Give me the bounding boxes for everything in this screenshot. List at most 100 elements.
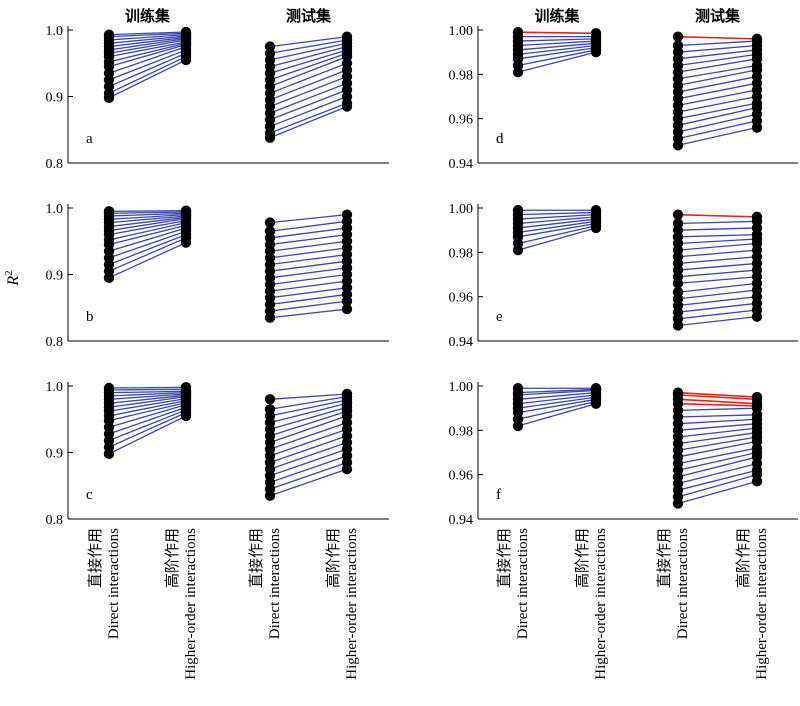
paired-line xyxy=(677,391,758,398)
paired-line xyxy=(677,106,758,126)
test-series xyxy=(672,209,763,331)
paired-line xyxy=(269,393,348,400)
paired-line xyxy=(677,256,758,265)
y-tick-label: 0.9 xyxy=(46,91,64,106)
paired-line xyxy=(677,242,758,251)
paired-line xyxy=(677,315,758,327)
paired-line xyxy=(677,431,758,445)
category-label-en: Higher-order interactions xyxy=(754,528,770,680)
category-label: 直接作用 Direct interactions xyxy=(248,528,283,639)
paired-line xyxy=(517,38,597,42)
paired-line xyxy=(108,241,187,279)
paired-line xyxy=(108,42,187,63)
paired-line xyxy=(517,227,597,251)
paired-line xyxy=(517,388,597,394)
category-label-cn: 高阶作用 xyxy=(325,528,342,588)
paired-line xyxy=(517,31,597,35)
point-direct xyxy=(672,387,684,398)
paired-line xyxy=(269,287,348,299)
paired-line xyxy=(269,75,348,108)
paired-line xyxy=(108,217,187,232)
test-series xyxy=(672,31,763,151)
point-direct xyxy=(672,287,684,298)
train-series xyxy=(512,27,602,78)
y-tick-label: 0.98 xyxy=(449,246,474,261)
paired-line xyxy=(108,44,187,68)
train-series xyxy=(103,205,192,284)
paired-line xyxy=(677,213,758,218)
paired-line xyxy=(108,401,187,422)
point-direct xyxy=(672,209,684,220)
train-series xyxy=(512,383,602,432)
paired-line xyxy=(677,451,758,471)
category-label-cn: 高阶作用 xyxy=(735,528,752,588)
paired-line xyxy=(517,211,597,216)
paired-line xyxy=(269,448,348,477)
paired-line xyxy=(108,230,187,259)
paired-line xyxy=(517,214,597,220)
paired-line xyxy=(269,240,348,252)
y-tick-label: 0.8 xyxy=(46,157,64,172)
point-direct xyxy=(264,41,276,52)
paired-line xyxy=(269,102,348,134)
panel-label: a xyxy=(86,131,93,147)
paired-line xyxy=(269,273,348,286)
paired-line xyxy=(108,388,187,391)
paired-line xyxy=(269,468,348,497)
category-label-en: Direct interactions xyxy=(515,528,531,639)
point-higher xyxy=(590,28,602,39)
paired-line xyxy=(269,395,348,410)
paired-line xyxy=(108,214,187,220)
paired-line xyxy=(269,441,348,470)
point-direct xyxy=(103,206,115,217)
paired-line xyxy=(517,394,597,405)
test-series xyxy=(264,31,353,143)
paired-line xyxy=(108,406,187,435)
header-test: 测试集 xyxy=(695,7,741,25)
panel-b: 0.8 0.9 1.0 b xyxy=(46,202,389,350)
paired-line xyxy=(108,210,187,212)
category-label-cn: 直接作用 xyxy=(87,528,104,588)
category-label-cn: 直接作用 xyxy=(248,528,265,588)
paired-line xyxy=(108,59,187,99)
panel-label: c xyxy=(86,487,93,503)
paired-line xyxy=(517,225,597,245)
paired-line xyxy=(108,41,187,58)
y-tick-label: 0.98 xyxy=(449,424,474,439)
column-headers: 训练集 测试集 xyxy=(125,7,332,25)
paired-line xyxy=(108,52,187,88)
paired-line xyxy=(677,407,758,412)
y-tick-label: 0.96 xyxy=(449,291,474,306)
paired-line xyxy=(269,406,348,430)
paired-line xyxy=(269,293,348,306)
paired-line xyxy=(269,247,348,259)
point-higher xyxy=(180,382,192,393)
paired-line xyxy=(677,44,758,53)
paired-line xyxy=(108,211,187,214)
paired-line xyxy=(517,396,597,409)
paired-line xyxy=(108,219,187,236)
paired-line xyxy=(269,82,348,114)
paired-line xyxy=(108,390,187,394)
paired-line xyxy=(517,403,597,427)
paired-line xyxy=(108,409,187,442)
paired-line xyxy=(269,36,348,48)
paired-line xyxy=(269,69,348,101)
paired-line xyxy=(108,32,187,38)
test-series xyxy=(264,388,353,501)
y-tick-label: 0.8 xyxy=(46,335,64,350)
y-tick-label: 0.9 xyxy=(46,447,64,462)
paired-line xyxy=(677,227,758,231)
paired-line xyxy=(108,392,187,397)
category-label-cn: 直接作用 xyxy=(656,528,673,588)
paired-line xyxy=(677,35,758,40)
paired-line xyxy=(108,397,187,412)
category-label-en: Higher-order interactions xyxy=(593,528,609,680)
paired-line xyxy=(108,403,187,428)
paired-line xyxy=(269,461,348,490)
paired-line xyxy=(677,462,758,485)
paired-line xyxy=(677,309,758,320)
paired-line xyxy=(108,36,187,48)
paired-line xyxy=(108,215,187,224)
